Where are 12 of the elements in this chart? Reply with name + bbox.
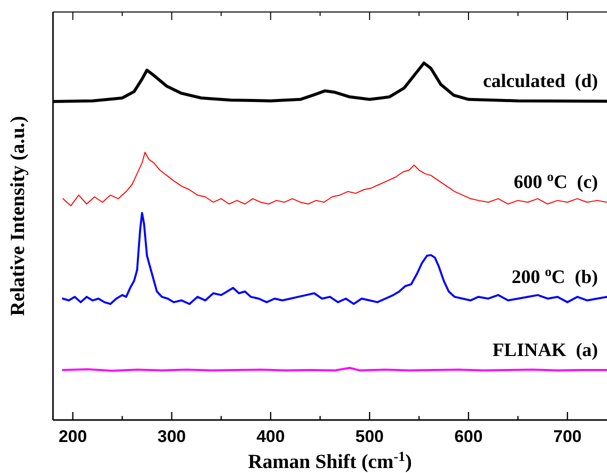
x-tick-label: 400 [256,427,285,446]
x-tick-label: 200 [58,427,87,446]
series-label: 200 $^{o}$C (b) [512,263,598,288]
x-axis-title: Raman Shift (cm$^{-1}$) [248,450,412,473]
y-axis-title: Relative Intensity (a.u.) [7,116,29,316]
x-tick-label: 500 [355,427,384,446]
x-tick-label: 600 [454,427,483,446]
series-label: calculated (d) [482,71,598,92]
series-label: 600 $^{o}$C (c) [514,168,598,194]
series-label: FLINAK (a) [492,340,598,362]
x-tick-label: 700 [553,427,582,446]
x-tick-label: 300 [158,427,186,446]
